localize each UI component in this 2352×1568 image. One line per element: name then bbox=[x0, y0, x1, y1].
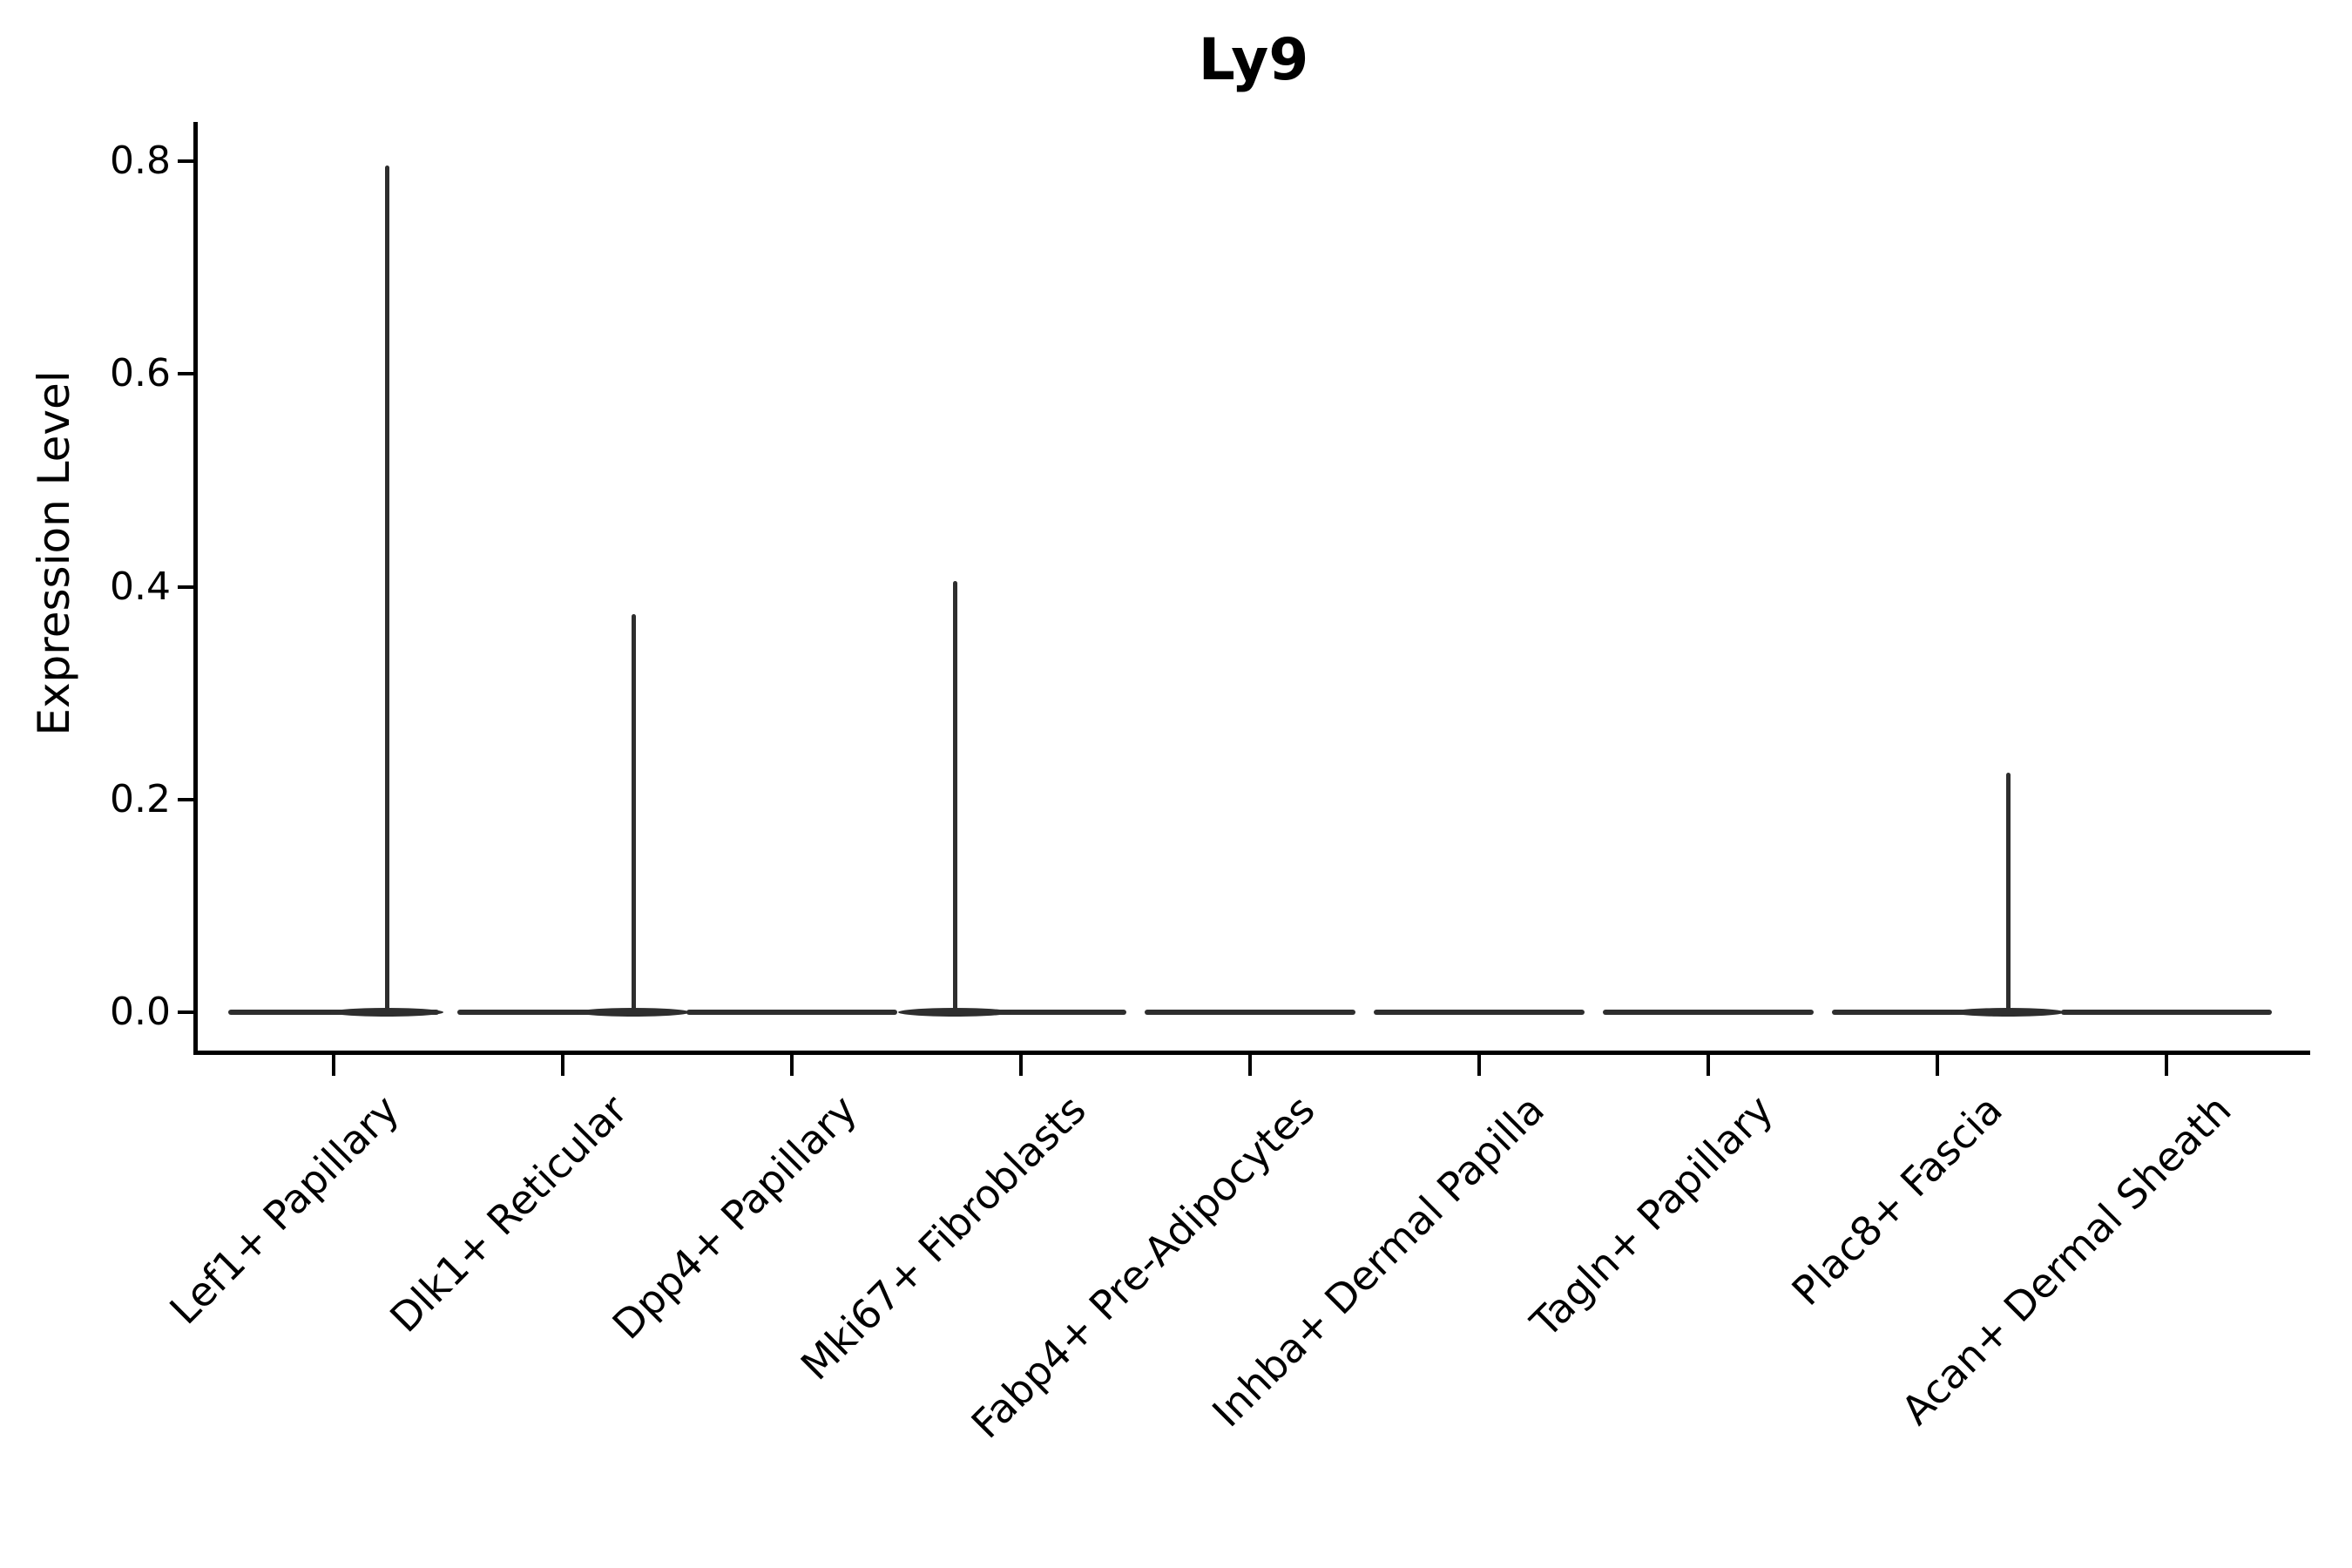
category-label: Lef1+ Papillary bbox=[159, 1085, 408, 1334]
x-tick-mark bbox=[332, 1055, 335, 1076]
category-label: Dpp4+ Papillary bbox=[603, 1085, 866, 1348]
y-tick-label: 0.4 bbox=[110, 564, 171, 609]
violin-body bbox=[1832, 1010, 2043, 1015]
y-tick-mark bbox=[178, 372, 197, 376]
y-tick-label: 0.8 bbox=[110, 139, 171, 184]
x-tick-mark bbox=[1477, 1055, 1481, 1076]
violin-body bbox=[1145, 1010, 1355, 1015]
y-tick-mark bbox=[178, 159, 197, 164]
x-tick-mark bbox=[790, 1055, 794, 1076]
category-label: Tagln+ Papillary bbox=[1521, 1085, 1782, 1347]
plot-title: Ly9 bbox=[1198, 26, 1309, 93]
violin-body bbox=[686, 1010, 897, 1015]
y-tick-label: 0.0 bbox=[110, 990, 171, 1034]
y-tick-mark bbox=[178, 585, 197, 589]
y-tick-mark bbox=[178, 797, 197, 801]
violin-body bbox=[457, 1010, 668, 1015]
category-label: Dlk1+ Reticular bbox=[381, 1085, 637, 1342]
y-tick-label: 0.6 bbox=[110, 351, 171, 396]
violin-body bbox=[916, 1010, 1126, 1015]
violin-body bbox=[2061, 1010, 2272, 1015]
violin-spike bbox=[631, 614, 636, 1016]
violin-spike bbox=[2005, 773, 2011, 1016]
x-tick-mark bbox=[561, 1055, 564, 1076]
x-tick-mark bbox=[1936, 1055, 1939, 1076]
violin-spike bbox=[952, 581, 957, 1016]
category-label: Plac8+ Fascia bbox=[1782, 1085, 2011, 1315]
x-axis-spine bbox=[193, 1051, 2310, 1055]
y-axis-label: Expression Level bbox=[29, 370, 79, 736]
x-tick-mark bbox=[1248, 1055, 1252, 1076]
violin-body bbox=[1603, 1010, 1814, 1015]
x-tick-mark bbox=[2165, 1055, 2168, 1076]
x-tick-mark bbox=[1019, 1055, 1023, 1076]
y-tick-mark bbox=[178, 1010, 197, 1014]
x-tick-mark bbox=[1707, 1055, 1710, 1076]
y-tick-label: 0.2 bbox=[110, 776, 171, 821]
violin-body bbox=[1374, 1010, 1585, 1015]
violin-spike bbox=[384, 166, 389, 1016]
